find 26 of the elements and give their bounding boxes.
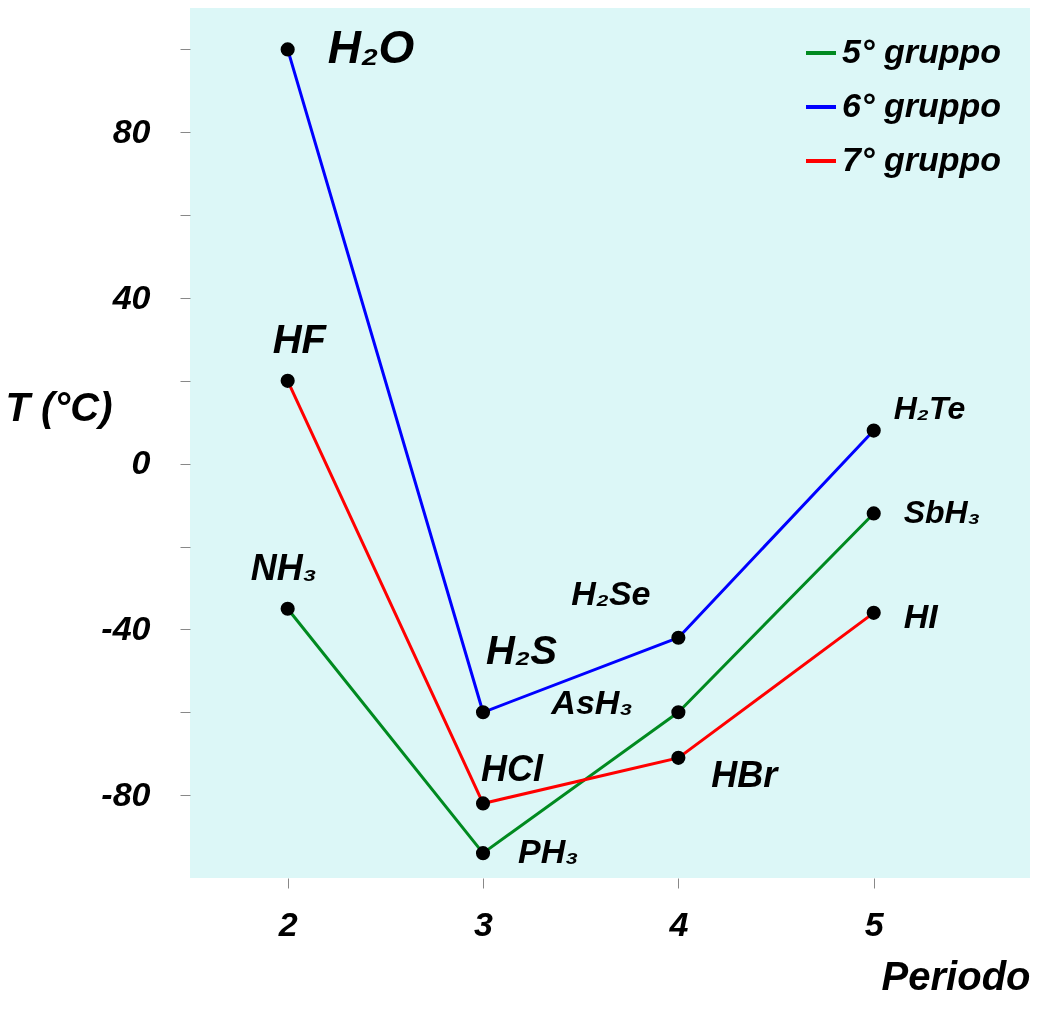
legend-label: 6° gruppo [842,86,1002,124]
x-tick-label: 3 [474,904,494,943]
x-tick-label: 5 [864,904,885,943]
annotation: HF [272,316,328,361]
legend-label: 5° gruppo [842,32,1002,70]
annotation: NH₃ [250,546,317,588]
x-axis-title: Periodo [881,953,1031,998]
annotation: SbH₃ [903,494,981,531]
y-tick-label: -40 [101,608,151,647]
annotation: HBr [711,753,780,795]
x-tick-label: 4 [668,904,689,943]
annotation: HI [903,596,940,635]
annotation: H₂Se [571,573,651,612]
annotation: PH₃ [518,832,579,871]
y-tick-label: 80 [112,111,151,150]
x-tick-label: 2 [277,904,298,943]
y-tick-label: 40 [111,277,151,316]
annotation: HCl [481,748,545,790]
y-axis-title: T (°C) [5,384,113,429]
y-tick-label: -80 [101,774,151,813]
annotation: H₂S [486,628,558,673]
legend-label: 7° gruppo [842,140,1002,178]
annotation: H₂O [327,21,415,74]
annotation: H₂Te [893,389,966,426]
y-tick-label: 0 [131,443,151,482]
annotation: AsH₃ [550,683,633,722]
